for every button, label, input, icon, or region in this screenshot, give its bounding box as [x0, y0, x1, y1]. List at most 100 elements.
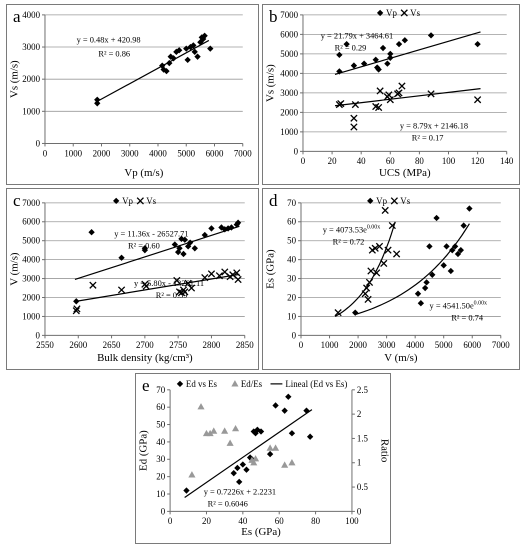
- y-tick-label: 50: [287, 236, 296, 246]
- data-point-stroke: [334, 309, 342, 317]
- trendlines: [95, 39, 210, 103]
- panel-d: d 0 1000 2000 3000 4000 5000 6000 7000 0 10 20 30 40…: [262, 188, 520, 370]
- data-point: [417, 300, 425, 307]
- data-point: [201, 32, 208, 39]
- data-point: [201, 231, 208, 239]
- x-tick-label: 7000: [234, 148, 252, 158]
- x-tick-label: 2750: [169, 340, 187, 350]
- data-point: [184, 56, 191, 64]
- data-point: [474, 40, 481, 48]
- x-tick-label: 4000: [406, 340, 424, 350]
- data-point: [398, 82, 406, 90]
- legend: Vp Vs: [367, 196, 411, 206]
- y-tick-label: 4000: [22, 255, 40, 265]
- data-point: [197, 39, 204, 46]
- x-tick-label: 0: [299, 340, 304, 350]
- data-point-stroke: [372, 102, 380, 111]
- data-point: [387, 54, 394, 61]
- data-point: [336, 51, 343, 59]
- data-point: [381, 206, 389, 215]
- data-point: [200, 35, 207, 43]
- data-point: [207, 270, 216, 278]
- data-point-stroke: [381, 206, 389, 215]
- series-vs: [335, 82, 482, 131]
- x-tick-label: 2700: [136, 340, 154, 350]
- series-vs: [72, 268, 242, 315]
- x-tick-label: 7000: [492, 340, 510, 350]
- data-point: [427, 90, 435, 98]
- trendline: [184, 409, 313, 498]
- data-point: [187, 284, 196, 292]
- data-point-stroke: [395, 89, 403, 97]
- data-point: [288, 458, 296, 466]
- data-point-stroke: [337, 99, 345, 108]
- data-point-stroke: [181, 288, 189, 296]
- legend-label: Vp: [376, 196, 387, 206]
- y-axis-label: Vs (m/s): [8, 60, 20, 98]
- legend-label: Vs: [146, 196, 156, 206]
- data-point-stroke: [390, 197, 398, 205]
- data-point: [181, 288, 189, 296]
- y-tick-label: 3000: [280, 88, 298, 98]
- data-point: [190, 42, 197, 49]
- data-point: [454, 250, 462, 258]
- data-point: [372, 56, 379, 63]
- data-point-stroke: [373, 269, 381, 277]
- y-tick-label: 6000: [280, 29, 298, 39]
- y-tick-label: 10: [287, 311, 296, 321]
- legend: Vp Vs: [376, 8, 421, 18]
- data-point: [266, 444, 274, 451]
- y-tick-label: 0: [36, 138, 41, 148]
- x-tick-label: 0: [168, 516, 173, 526]
- data-point: [183, 487, 190, 494]
- data-point: [443, 243, 450, 250]
- data-point: [239, 461, 247, 468]
- trendline-equation: y = 11.36x - 26527.71: [114, 229, 188, 238]
- data-point: [215, 272, 224, 280]
- trendline-equation: y = 0.7226x + 2.2231: [204, 488, 276, 497]
- data-point: [392, 250, 401, 258]
- data-point: [400, 9, 408, 17]
- data-point: [337, 99, 345, 108]
- data-point: [176, 245, 183, 252]
- data-point: [208, 225, 215, 232]
- data-point: [257, 428, 265, 435]
- data-point: [373, 269, 381, 277]
- data-point-stroke: [473, 96, 482, 104]
- data-point: [460, 222, 467, 229]
- data-point: [433, 214, 440, 222]
- x-axis-label: Vp (m/s): [124, 167, 163, 179]
- data-point: [180, 250, 187, 258]
- legend-label: Vp: [386, 8, 397, 18]
- trendline: [334, 88, 481, 107]
- data-point: [210, 427, 218, 434]
- x-tick-label: 0: [301, 156, 306, 166]
- legend-label: Ed/Es: [241, 379, 263, 389]
- data-point-stroke: [380, 259, 388, 268]
- data-point: [171, 241, 178, 248]
- data-point: [385, 91, 393, 99]
- trendline: [334, 31, 481, 76]
- x-tick-label: 40: [238, 516, 247, 526]
- data-point: [457, 247, 464, 254]
- y-tick-label: 5000: [22, 236, 40, 246]
- data-point: [360, 60, 368, 67]
- y-tick-label: 40: [287, 255, 296, 265]
- data-point-stroke: [384, 246, 392, 254]
- data-point-stroke: [215, 272, 224, 280]
- x-tick-label: 80: [311, 516, 320, 526]
- legend: Ed vs Es Ed/Es Lineal (Ed vs Es): [176, 379, 347, 389]
- trendlines: [74, 225, 240, 303]
- y-tick-label: 10: [156, 489, 165, 499]
- x-tick-label: 20: [328, 156, 337, 166]
- data-point-stroke: [388, 221, 396, 230]
- x-tick-label: 3000: [378, 340, 396, 350]
- trendline-r2: R² = 0.60: [128, 241, 160, 250]
- data-point-stroke: [375, 103, 383, 112]
- x-tick-label: 120: [471, 156, 485, 166]
- trendline-equation: y = 21.79x + 3464.61: [321, 32, 393, 41]
- data-point: [281, 461, 289, 468]
- y2-axis-label: Ratio: [379, 439, 390, 463]
- data-point: [466, 205, 473, 212]
- data-point-stroke: [173, 276, 181, 285]
